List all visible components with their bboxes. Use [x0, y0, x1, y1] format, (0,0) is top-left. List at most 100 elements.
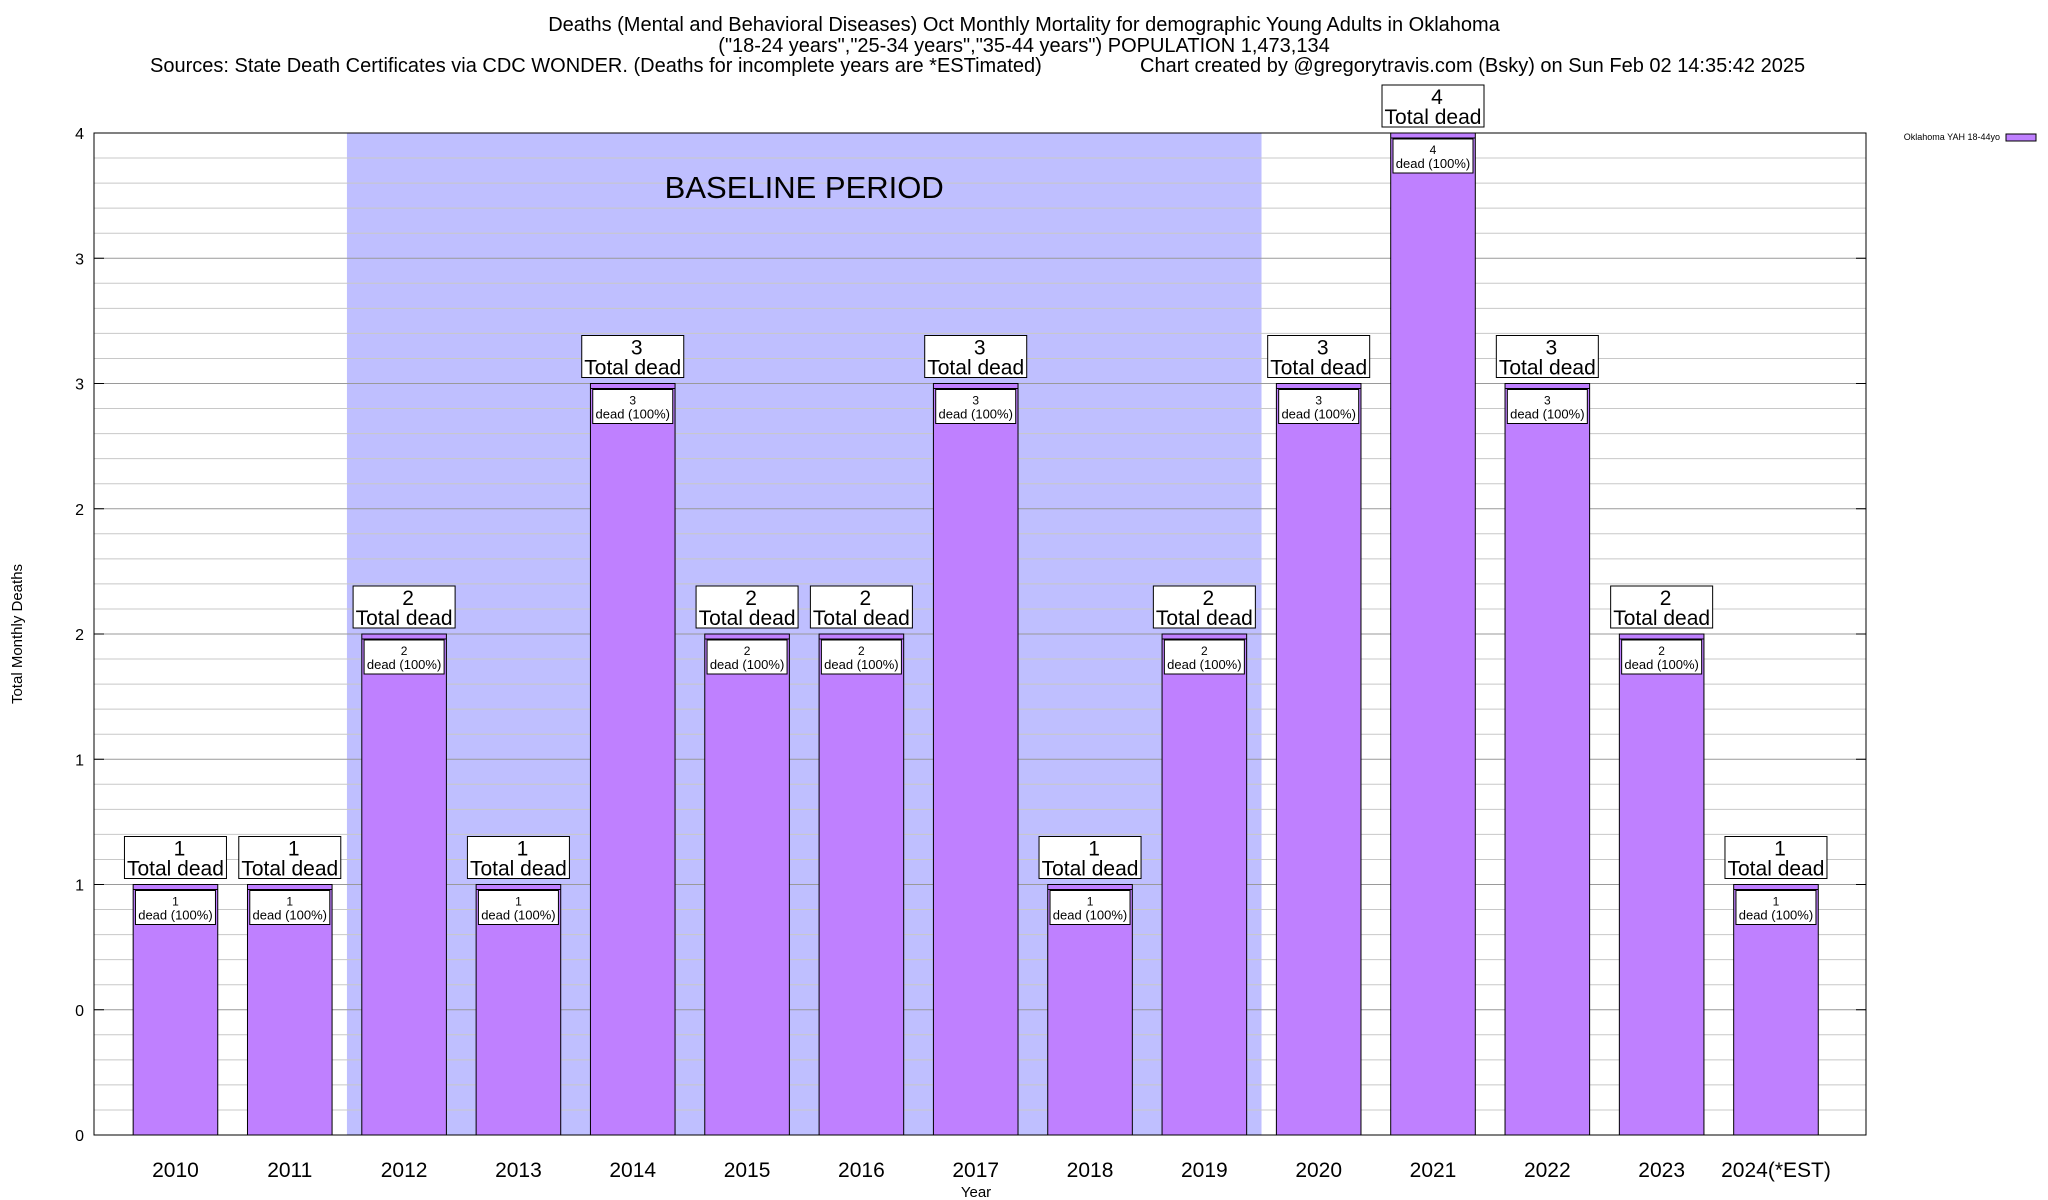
- bar: [475, 884, 562, 1136]
- inner-label-text: dead (100%): [1624, 657, 1698, 672]
- total-label-count: 1: [288, 838, 300, 861]
- inner-label-box: [820, 639, 902, 675]
- inner-label-box: [1506, 389, 1588, 424]
- total-label-text: Total dead: [241, 858, 338, 881]
- inner-label-box: [249, 890, 331, 925]
- x-tick-label: 2015: [724, 1159, 771, 1182]
- bar: [1504, 383, 1591, 1136]
- total-label-box: [924, 335, 1028, 378]
- total-label-box: [1267, 335, 1371, 378]
- chart-sources: Sources: State Death Certificates via CD…: [150, 55, 1042, 77]
- total-label-box: [1381, 84, 1485, 128]
- inner-label-text: dead (100%): [1167, 657, 1241, 672]
- bar: [132, 884, 219, 1136]
- total-label-box: [695, 585, 799, 629]
- x-tick-label: 2023: [1638, 1159, 1685, 1182]
- bar: [1047, 884, 1133, 1136]
- total-label-box: [238, 836, 342, 879]
- inner-label-text: dead (100%): [1281, 407, 1355, 422]
- inner-label-count: 2: [1201, 644, 1208, 658]
- inner-label-count: 3: [1544, 394, 1551, 408]
- total-label-count: 3: [631, 337, 643, 360]
- total-label-count: 1: [517, 838, 529, 861]
- total-label-count: 4: [1431, 86, 1443, 109]
- inner-label-box: [935, 389, 1017, 424]
- total-label-box: [1038, 836, 1142, 879]
- inner-label-text: dead (100%): [824, 657, 898, 672]
- inner-label-count: 1: [1773, 895, 1780, 909]
- bar: [1733, 884, 1819, 1136]
- legend-label: Oklahoma YAH 18-44yo: [1904, 132, 2000, 142]
- x-axis-label: Year: [961, 1184, 991, 1200]
- bar: [246, 884, 333, 1136]
- total-label-count: 2: [860, 587, 872, 610]
- inner-label-count: 1: [1087, 895, 1094, 909]
- total-label-count: 3: [974, 337, 986, 360]
- inner-label-box: [1735, 890, 1817, 925]
- total-label-count: 1: [1774, 838, 1786, 861]
- x-tick-label: 2013: [495, 1159, 542, 1182]
- y-axis-label: Total Monthly Deaths: [9, 564, 26, 704]
- total-label-text: Total dead: [1042, 858, 1139, 881]
- bar: [1161, 633, 1248, 1136]
- bar: [1618, 633, 1705, 1136]
- y-tick-label: 1: [75, 878, 84, 895]
- total-label-text: Total dead: [356, 607, 453, 630]
- bar: [818, 633, 905, 1136]
- x-tick-label: 2016: [838, 1159, 885, 1182]
- total-label-text: Total dead: [927, 357, 1024, 380]
- bar: [361, 633, 447, 1136]
- inner-label-text: dead (100%): [596, 407, 670, 422]
- inner-label-box: [1278, 389, 1360, 424]
- inner-label-text: dead (100%): [481, 908, 555, 923]
- total-label-text: Total dead: [1728, 858, 1825, 881]
- inner-label-box: [1163, 639, 1245, 675]
- total-label-box: [1495, 335, 1599, 378]
- inner-label-text: dead (100%): [253, 908, 327, 923]
- chart-title: Deaths (Mental and Behavioral Diseases) …: [548, 14, 1500, 36]
- total-label-text: Total dead: [584, 357, 681, 380]
- x-tick-label: 2022: [1524, 1159, 1571, 1182]
- inner-label-box: [592, 389, 674, 424]
- inner-label-box: [1049, 890, 1131, 925]
- inner-label-count: 3: [629, 394, 636, 408]
- y-tick-label: 3: [75, 377, 84, 394]
- total-label-count: 2: [402, 587, 414, 610]
- x-tick-label: 2021: [1410, 1159, 1457, 1182]
- total-label-text: Total dead: [127, 858, 224, 881]
- total-label-count: 1: [1088, 838, 1100, 861]
- y-tick-label: 2: [75, 627, 84, 644]
- y-tick-label: 3: [75, 251, 84, 268]
- y-tick-label: 0: [75, 1003, 84, 1020]
- inner-label-count: 4: [1430, 143, 1437, 157]
- inner-label-text: dead (100%): [1053, 908, 1127, 923]
- y-tick-label: 0: [75, 1128, 84, 1145]
- total-label-text: Total dead: [1156, 607, 1253, 630]
- inner-label-text: dead (100%): [1510, 407, 1584, 422]
- inner-label-count: 2: [744, 644, 751, 658]
- total-label-count: 3: [1545, 337, 1557, 360]
- legend-swatch: [2005, 133, 2037, 142]
- x-tick-label: 2018: [1067, 1159, 1114, 1182]
- chart-credit: Chart created by @gregorytravis.com (Bsk…: [1140, 55, 1806, 77]
- x-tick-label: 2012: [381, 1159, 428, 1182]
- total-label-count: 2: [1203, 587, 1215, 610]
- x-tick-label: 2020: [1295, 1159, 1342, 1182]
- total-label-text: Total dead: [813, 607, 910, 630]
- total-label-box: [1152, 585, 1256, 629]
- y-tick-label: 1: [75, 752, 84, 769]
- x-tick-label: 2014: [609, 1159, 656, 1182]
- total-label-box: [581, 335, 685, 378]
- total-label-text: Total dead: [1613, 607, 1710, 630]
- inner-label-box: [363, 639, 445, 675]
- total-label-box: [809, 585, 913, 629]
- total-label-text: Total dead: [470, 858, 567, 881]
- baseline-label: BASELINE PERIOD: [665, 170, 944, 205]
- total-label-text: Total dead: [1499, 357, 1596, 380]
- y-tick-label: 2: [75, 502, 84, 519]
- total-label-count: 1: [174, 838, 186, 861]
- total-label-box: [123, 836, 227, 879]
- inner-label-box: [706, 639, 788, 675]
- total-label-count: 2: [745, 587, 757, 610]
- inner-label-count: 1: [515, 895, 522, 909]
